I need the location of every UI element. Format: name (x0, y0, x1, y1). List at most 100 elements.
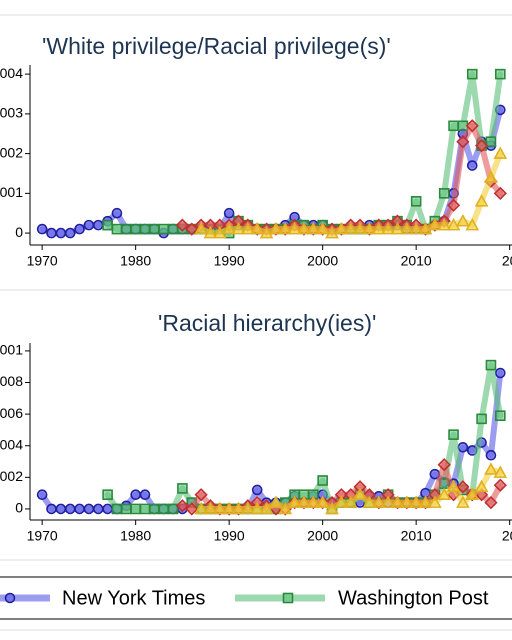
point (362, 221, 377, 235)
point (381, 495, 395, 508)
point (465, 487, 480, 501)
point (223, 207, 235, 219)
point (306, 495, 321, 508)
point (297, 495, 311, 508)
point (102, 489, 113, 501)
point (484, 462, 498, 475)
point (222, 501, 237, 515)
point (36, 223, 48, 235)
point (251, 484, 263, 496)
point (495, 410, 506, 421)
point (362, 495, 377, 508)
point (353, 487, 367, 501)
point (111, 223, 123, 235)
point (222, 221, 237, 235)
x-tick-label: 1980 (120, 528, 151, 544)
x-tick-label: 2000 (307, 528, 338, 544)
point (446, 198, 461, 212)
point (212, 501, 227, 515)
point (231, 501, 246, 515)
point (446, 479, 461, 493)
point (269, 495, 283, 508)
point (456, 213, 470, 227)
point (371, 221, 386, 235)
point (102, 219, 113, 231)
x-tick-label: 1980 (120, 253, 151, 269)
point (465, 119, 479, 133)
point (297, 221, 311, 235)
point (175, 218, 190, 232)
point (418, 495, 433, 508)
point (315, 221, 330, 235)
point (484, 495, 498, 510)
point (409, 495, 424, 508)
point (390, 221, 405, 235)
x-tick-label: 1970 (27, 528, 58, 544)
point (130, 223, 141, 235)
point (139, 503, 151, 515)
point (428, 217, 442, 231)
point (185, 222, 199, 236)
point (485, 136, 497, 147)
legend-label: New York Times (62, 587, 205, 609)
point (474, 194, 489, 207)
point (46, 503, 57, 515)
x-tick-label: 1970 (27, 253, 58, 269)
point (111, 503, 123, 515)
point (495, 68, 506, 80)
point (287, 495, 302, 508)
point (185, 502, 199, 516)
point (231, 221, 246, 235)
y-tick-label: 003 (0, 105, 23, 121)
legend-marker (282, 592, 294, 604)
point (410, 195, 422, 207)
point (175, 499, 190, 513)
point (121, 223, 132, 235)
point (55, 227, 67, 239)
point (158, 503, 170, 515)
point (139, 223, 151, 235)
point (92, 219, 104, 231)
chart-title: 'Racial hierarchy(ies)' (158, 310, 376, 336)
point (438, 188, 450, 199)
point (353, 221, 367, 235)
point (121, 503, 132, 515)
point (343, 221, 358, 235)
point (241, 221, 255, 235)
point (139, 489, 151, 501)
point (194, 221, 208, 235)
point (149, 503, 160, 515)
point (212, 225, 227, 239)
legend-box (0, 576, 512, 620)
point (484, 170, 498, 183)
point (428, 495, 442, 508)
point (194, 501, 208, 515)
x-tick-label: 20 (502, 528, 512, 544)
point (250, 501, 265, 515)
point (485, 449, 497, 461)
point (456, 135, 470, 149)
chart-title: 'White privilege/Racial privilege(s)' (42, 33, 391, 59)
point (448, 120, 459, 132)
point (64, 503, 76, 515)
point (259, 225, 274, 239)
point (241, 501, 255, 515)
point (130, 503, 141, 515)
point (64, 227, 76, 239)
point (474, 479, 489, 493)
point (457, 442, 469, 453)
point (418, 221, 433, 235)
point (74, 223, 85, 235)
point (269, 221, 283, 235)
point (55, 503, 67, 515)
x-tick-label: 2000 (307, 253, 338, 269)
point (493, 186, 507, 200)
y-tick-label: 0008 (0, 373, 23, 389)
point (250, 221, 265, 235)
point (466, 68, 478, 80)
point (317, 475, 328, 486)
x-tick-label: 2010 (401, 528, 432, 544)
point (74, 503, 85, 515)
